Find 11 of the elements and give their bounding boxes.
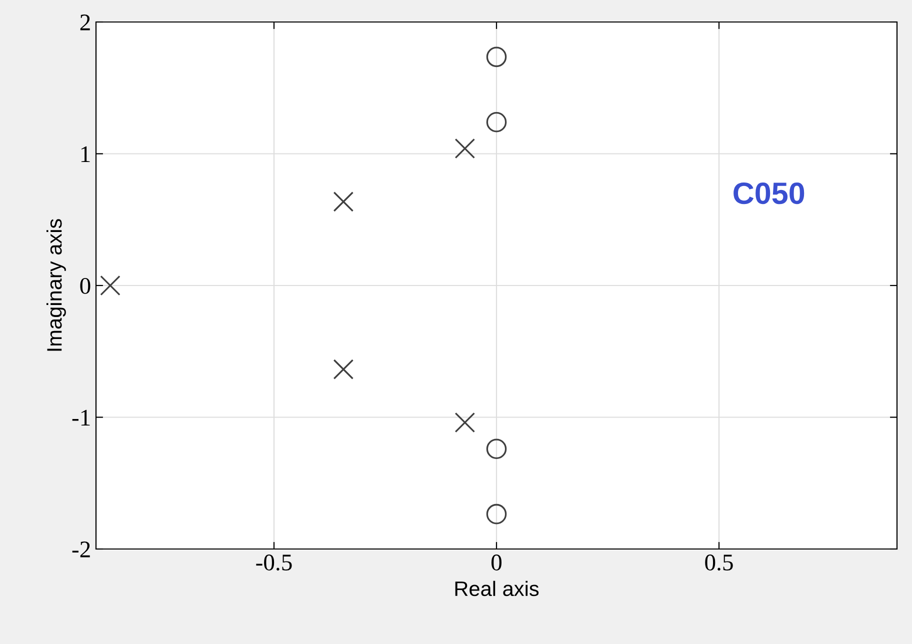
x-axis-title: Real axis [455,580,539,596]
annotation: C050 [734,182,804,204]
x-tick-label: 0.5 [705,554,733,571]
y-tick-label: 2 [80,14,90,30]
y-tick-label: 1 [81,146,90,162]
y-axis-title: Imaginary axis [46,219,66,351]
x-tick-label: -0.5 [256,554,292,571]
y-tick-label: -2 [72,542,90,558]
y-tick-label: 0 [80,278,90,294]
x-tick-label: 0 [491,554,502,570]
y-tick-label: -1 [72,410,90,426]
